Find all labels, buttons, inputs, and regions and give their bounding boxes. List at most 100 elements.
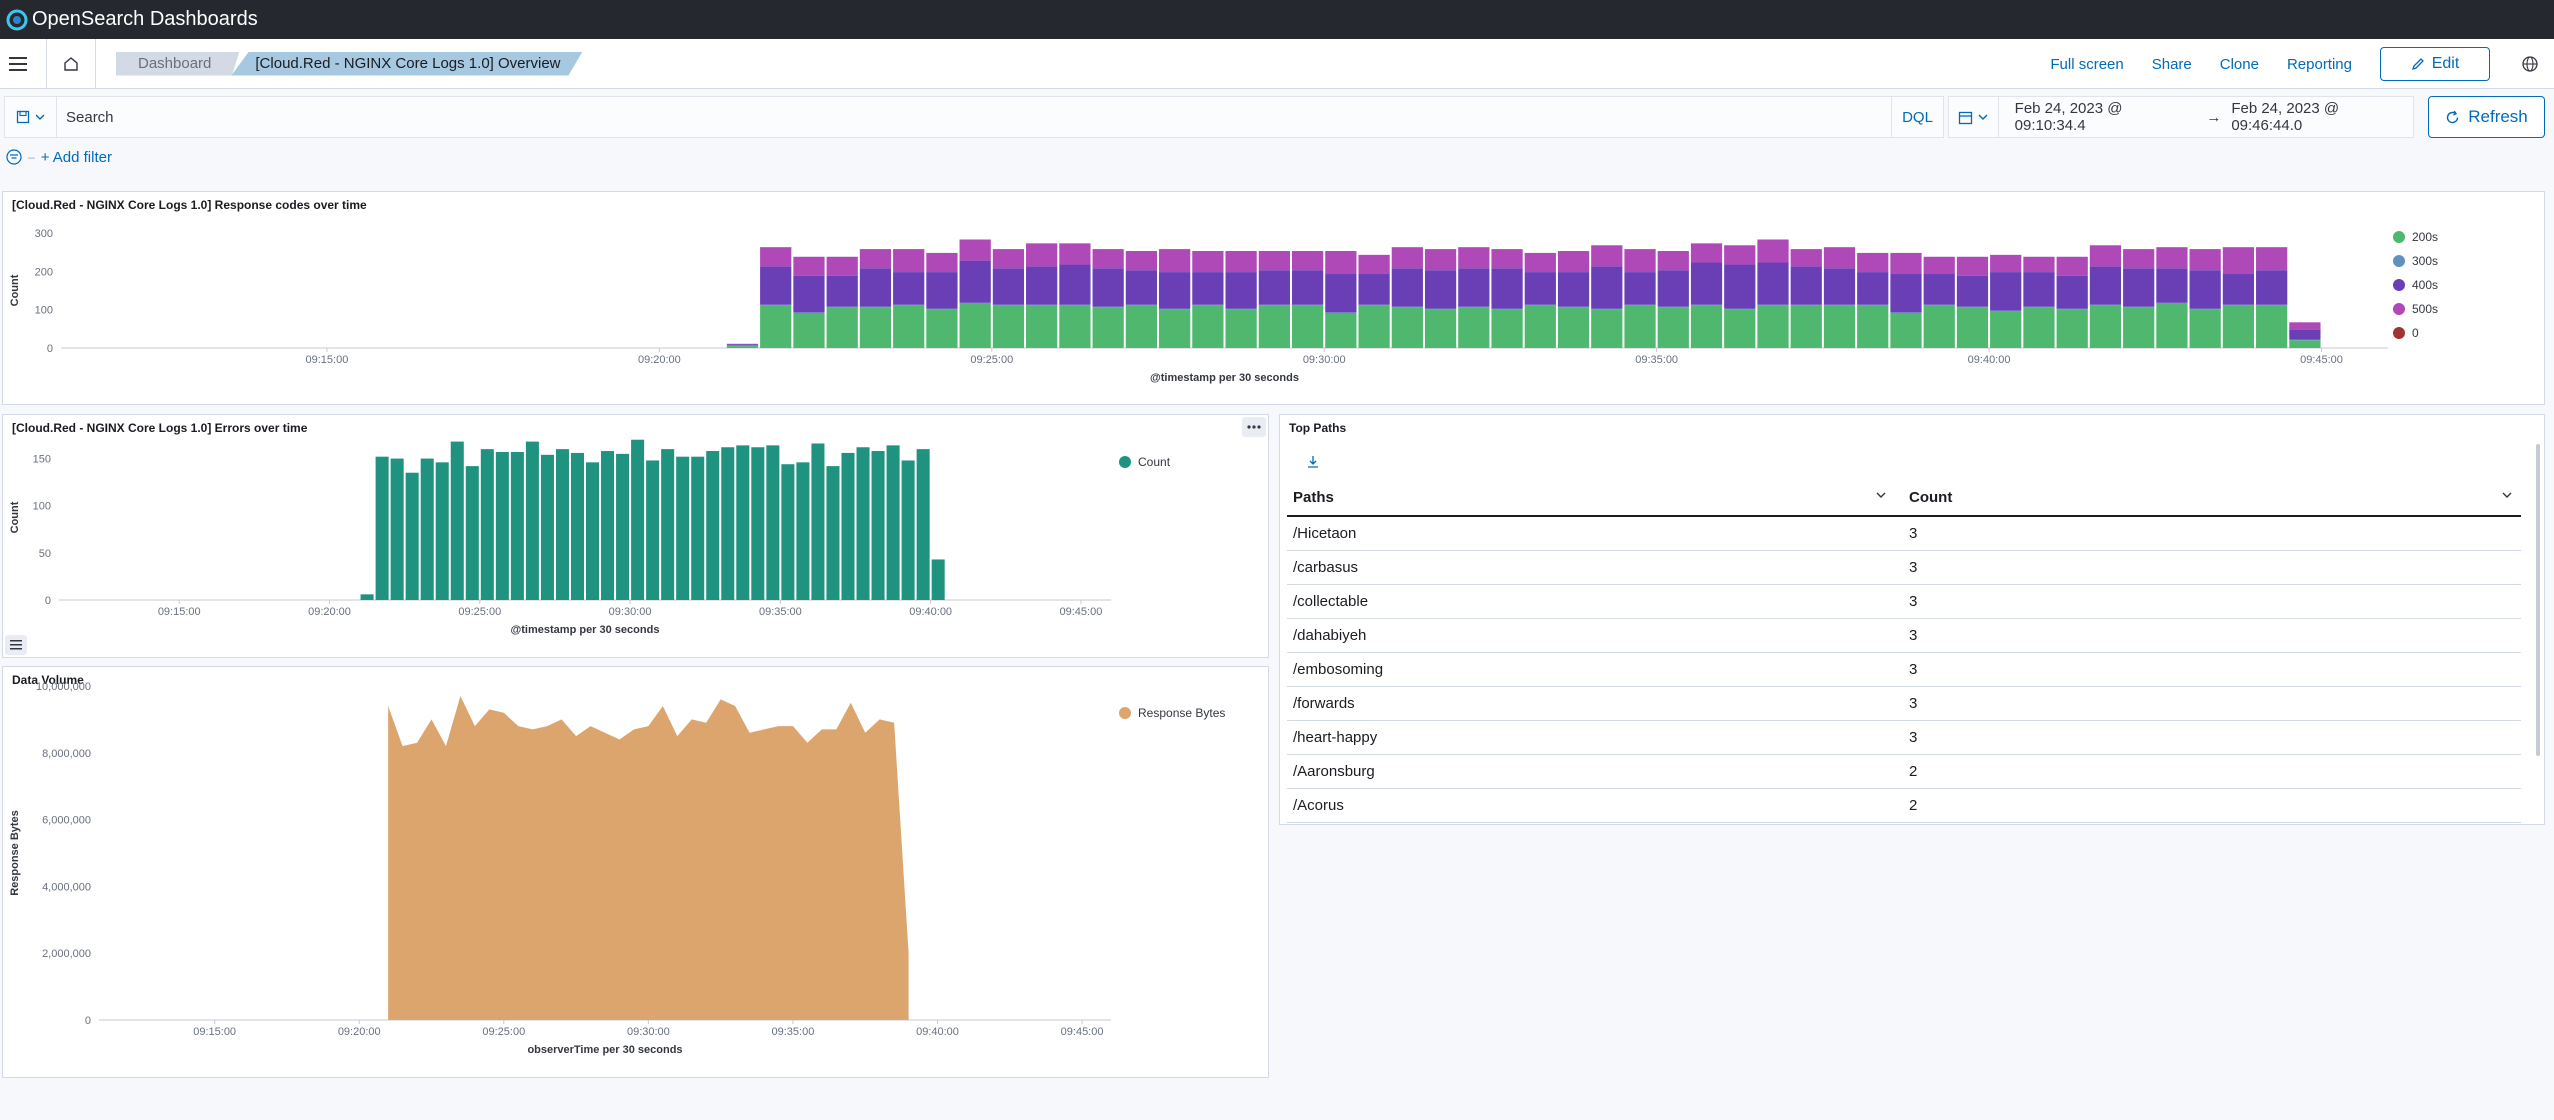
table-row: /dahabiyeh 3 [1287,619,2521,653]
reporting-link[interactable]: Reporting [2286,55,2352,73]
bar-segment [766,445,780,600]
panel-title: [Cloud.Red - NGINX Core Logs 1.0] Respon… [12,198,367,212]
bar-segment [1026,266,1058,305]
x-tick-label: 09:45:00 [1061,1026,1104,1038]
path-cell[interactable]: /carbasus [1293,559,1359,576]
legend-label: 0 [2412,326,2419,340]
path-cell[interactable]: /forwards [1293,695,1355,712]
edit-button[interactable]: Edit [2380,47,2490,81]
legend-label: Count [1138,455,1171,469]
bar-segment [726,344,759,346]
saved-queries-button[interactable] [5,97,57,137]
list-icon [10,640,22,650]
share-link[interactable]: Share [2151,55,2192,73]
chevron-down-icon [1978,114,1988,120]
table-row: /collectable 3 [1287,585,2521,619]
panel-options-button[interactable] [1242,417,1266,437]
bar-segment [1757,239,1789,263]
search-input[interactable]: Search [66,108,114,126]
bar-segment [1923,256,1955,275]
start-date[interactable]: Feb 24, 2023 @ 09:10:34.4 [2014,100,2123,134]
bar-segment [2123,306,2155,308]
count-cell: 3 [1909,695,1918,712]
bar-segment [2189,249,2221,271]
column-header-paths[interactable]: Paths [1287,489,1903,506]
legend-item-response-bytes[interactable]: Response Bytes [1119,701,1225,725]
full-screen-link[interactable]: Full screen [2050,55,2124,73]
filter-options-icon[interactable] [6,149,22,165]
path-cell[interactable]: /Aaronsburg [1293,763,1375,780]
home-icon[interactable] [46,38,96,89]
bar-segment [841,452,855,600]
path-cell[interactable]: /embosoming [1293,661,1384,678]
bar-segment [1458,306,1490,308]
bar-segment [1192,305,1224,348]
errors-chart: 09:15:00 09:20:00 09:25:00 09:30:00 09:35:00… [9,439,1111,636]
bar-segment [2222,274,2255,305]
bar-segment [1491,249,1523,269]
x-tick-label: 09:25:00 [482,1026,525,1038]
bar-segment [1225,309,1257,348]
bar-segment [893,305,925,348]
search-field: Search DQL [4,96,1944,138]
bar-segment [1690,243,1723,263]
bar-segment [1092,268,1124,307]
legend-item-500s[interactable]: 500s [2393,297,2438,321]
menu-icon[interactable] [0,39,36,89]
bar-segment [1391,247,1423,269]
legend-toggle-button[interactable] [5,635,27,655]
path-cell[interactable]: /collectable [1293,593,1369,610]
query-language-button[interactable]: DQL [1891,97,1943,137]
x-tick-label: 09:25:00 [970,354,1013,366]
bar-segment [540,454,554,600]
bar-segment [1890,274,1922,313]
help-icon[interactable] [2510,55,2550,73]
query-bar: Search DQL Feb 24, 2023 @ 09:10:34.4 → F… [0,96,2554,141]
clone-link[interactable]: Clone [2219,55,2259,73]
bar-segment [926,309,958,348]
bar-segment [1624,304,1656,306]
bar-segment [1225,308,1257,310]
breadcrumb-dashboard[interactable]: Dashboard [116,51,240,76]
legend-item-0[interactable]: 0 [2393,321,2438,345]
bar-segment [926,252,958,273]
bar-segment [1591,245,1623,267]
bar-segment [1424,270,1457,309]
bar-segment [1657,306,1689,308]
quick-select-button[interactable] [1949,97,1999,137]
bar-segment [751,447,765,600]
end-date[interactable]: Feb 24, 2023 @ 09:46:44.0 [2231,100,2340,134]
bar-segment [435,462,449,600]
table-row: /heart-happy 3 [1287,721,2521,755]
bar-segment [1624,249,1656,273]
brand-logo[interactable]: OpenSearch Dashboards [6,8,258,31]
legend-item-400s[interactable]: 400s [2393,273,2438,297]
x-tick-label: 09:40:00 [916,1026,959,1038]
panel-title: Data Volume [12,673,84,687]
legend-item-count[interactable]: Count [1119,450,1170,474]
table-row: /Acorus 2 [1287,789,2521,823]
bar-segment [2256,305,2288,348]
bar-segment [1823,268,1856,305]
bar-segment [1291,304,1324,306]
bar-segment [1159,249,1191,273]
legend-item-300s[interactable]: 300s [2393,249,2438,273]
table-scrollbar[interactable] [2536,444,2540,756]
table-row: /embosoming 3 [1287,653,2521,687]
add-filter-button[interactable]: + Add filter [40,148,112,166]
column-header-count[interactable]: Count [1903,489,2521,506]
count-cell: 3 [1909,525,1918,542]
bar-segment [1724,309,1756,348]
path-cell[interactable]: /dahabiyeh [1293,627,1367,644]
path-cell[interactable]: /heart-happy [1293,729,1378,746]
download-icon[interactable] [1306,455,1320,474]
path-cell[interactable]: /Acorus [1293,797,1344,814]
x-tick-label: 09:40:00 [1968,354,2011,366]
refresh-button[interactable]: Refresh [2428,96,2545,138]
path-cell[interactable]: /Hicetaon [1293,525,1357,542]
bar-segment [1823,305,1856,348]
bar-segment [1458,268,1490,307]
bar-segment [1657,251,1689,271]
legend-item-200s[interactable]: 200s [2393,225,2438,249]
bar-segment [959,302,991,304]
